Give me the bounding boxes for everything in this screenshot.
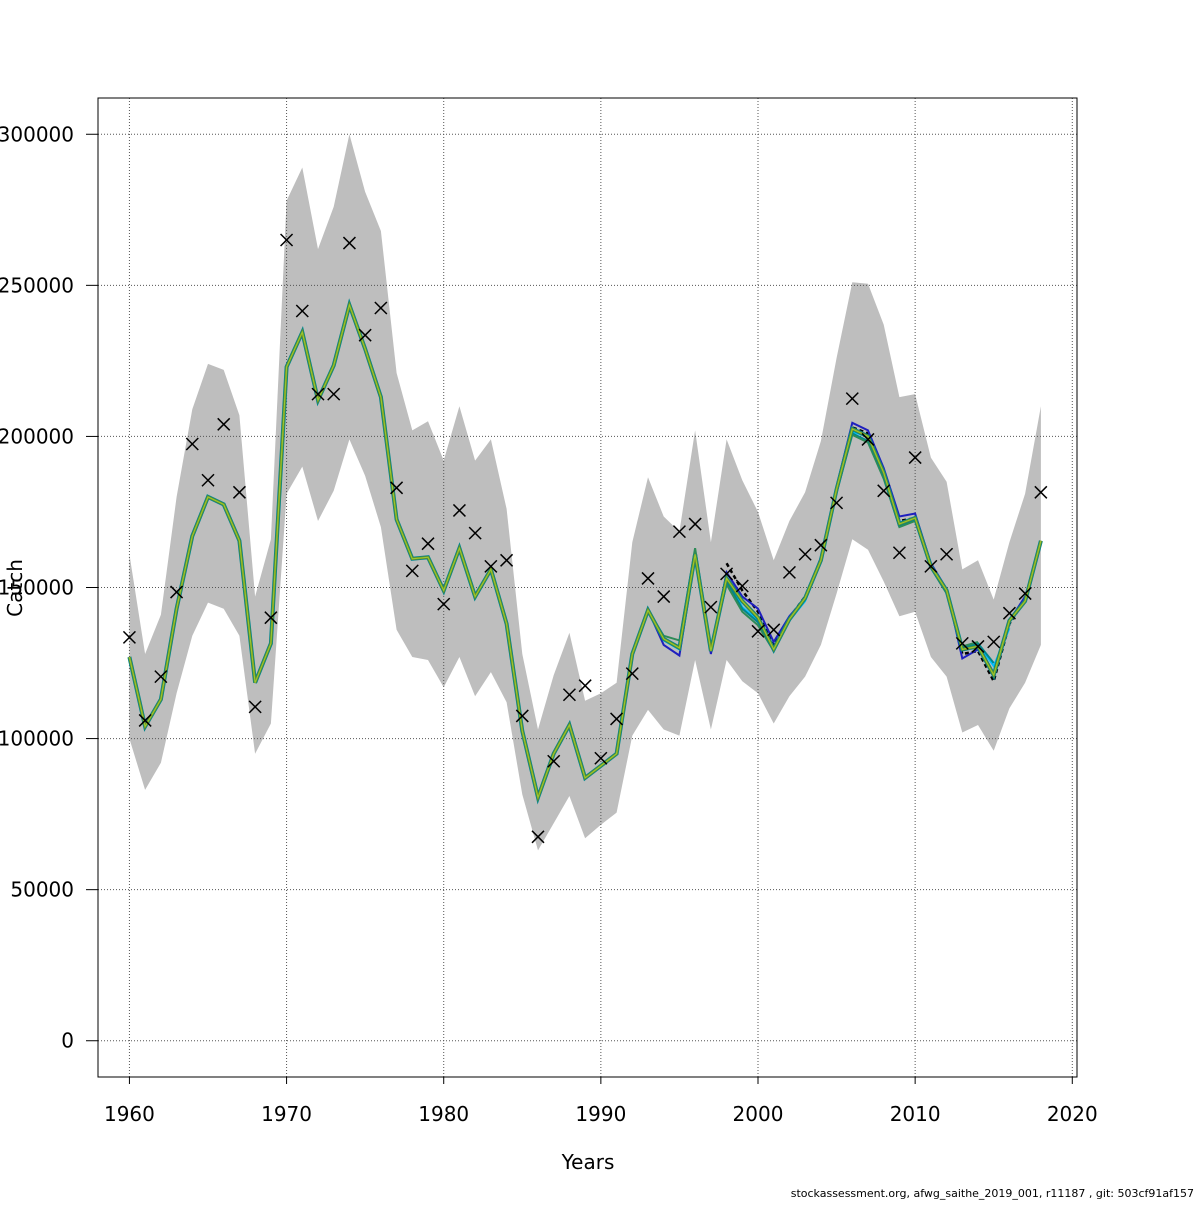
observed-catch-point <box>625 667 639 681</box>
y-axis-title: Catch <box>3 559 27 617</box>
observed-catch-point <box>1018 587 1032 601</box>
observed-catch-point <box>720 567 734 581</box>
observed-catch-point <box>845 392 859 406</box>
observed-catch-point <box>908 451 922 465</box>
observed-catch-point <box>1002 606 1016 620</box>
observed-catch-point <box>657 590 671 604</box>
observed-catch-point <box>217 417 231 431</box>
observed-catch-point <box>484 559 498 573</box>
observed-catch-point <box>641 571 655 585</box>
fitted-catch-layer <box>127 298 1043 805</box>
observed-catch-point <box>751 624 765 638</box>
observed-catch-point <box>374 301 388 315</box>
observed-catch-point <box>358 328 372 342</box>
x-tick-label: 2020 <box>1047 1102 1098 1126</box>
peel-line <box>725 425 1043 685</box>
observed-catch-point <box>295 304 309 318</box>
observed-catch-point <box>170 585 184 599</box>
observed-catch-point <box>201 473 215 487</box>
observed-catch-point <box>264 611 278 625</box>
observed-catch-point <box>814 538 828 552</box>
confidence-band <box>129 134 1041 851</box>
observed-catch-point <box>248 700 262 714</box>
x-tick-label: 1960 <box>104 1102 155 1126</box>
observed-catch-point <box>515 709 529 723</box>
observed-catch-point <box>672 525 686 539</box>
observed-catch-point <box>767 623 781 637</box>
observed-catch-point <box>782 565 796 579</box>
observed-catch-point <box>610 712 624 726</box>
y-tick-label: 50000 <box>10 878 74 902</box>
y-tick-label: 100000 <box>0 727 74 751</box>
y-tick-label: 150000 <box>0 576 74 600</box>
x-tick-label: 1990 <box>575 1102 626 1126</box>
axes-layer: 1960 1970 1980 1990 2000 2010 2020 0 50000 100000… <box>0 122 1098 1126</box>
observed-catch-point <box>405 564 419 578</box>
y-tick-label: 300000 <box>0 122 74 146</box>
observed-catch-point <box>688 517 702 531</box>
observed-catch-point <box>594 751 608 765</box>
observed-catch-point <box>877 484 891 498</box>
observed-catch-point <box>1034 485 1048 499</box>
observed-catch-point <box>735 579 749 593</box>
x-tick-label: 2000 <box>733 1102 784 1126</box>
observed-catch-point <box>122 630 136 644</box>
observed-catch-point <box>547 754 561 768</box>
observed-catch-point <box>940 547 954 561</box>
observed-catch-point <box>437 597 451 611</box>
observed-catch-point <box>562 688 576 702</box>
observed-catch-point <box>311 387 325 401</box>
y-tick-label: 0 <box>61 1029 74 1053</box>
observed-catch-point <box>830 496 844 510</box>
observed-catch-point <box>578 679 592 693</box>
confidence-band-layer <box>129 134 1041 851</box>
observed-catch-point <box>154 670 168 684</box>
x-axis-title: Years <box>561 1150 615 1174</box>
x-tick-label: 2010 <box>890 1102 941 1126</box>
observed-catch-point <box>892 546 906 560</box>
footer-note: stockassessment.org, afwg_saithe_2019_00… <box>791 1187 1194 1200</box>
observed-catch-point <box>704 600 718 614</box>
observed-catch-point <box>327 387 341 401</box>
observed-catch-point <box>971 639 985 653</box>
observed-catch-point <box>861 432 875 446</box>
fitted-catch-line-inner <box>128 303 1042 800</box>
observed-catch-point <box>987 635 1001 649</box>
observed-catch-point <box>421 537 435 551</box>
y-tick-label: 200000 <box>0 424 74 448</box>
y-tick-label: 250000 <box>0 273 74 297</box>
x-tick-label: 1980 <box>418 1102 469 1126</box>
observed-catch-point <box>342 236 356 250</box>
observed-catch-point <box>924 559 938 573</box>
observed-catch-point <box>232 485 246 499</box>
observed-catch-point <box>280 233 294 247</box>
observed-catch-layer <box>122 233 1048 844</box>
observed-catch-point <box>138 713 152 727</box>
observed-catch-point <box>390 481 404 495</box>
observed-catch-point <box>452 503 466 517</box>
observed-catch-point <box>798 547 812 561</box>
observed-catch-point <box>468 526 482 540</box>
observed-catch-point <box>531 830 545 844</box>
observed-catch-point <box>500 553 514 567</box>
x-tick-label: 1970 <box>261 1102 312 1126</box>
observed-catch-point <box>955 636 969 650</box>
observed-catch-point <box>185 437 199 451</box>
